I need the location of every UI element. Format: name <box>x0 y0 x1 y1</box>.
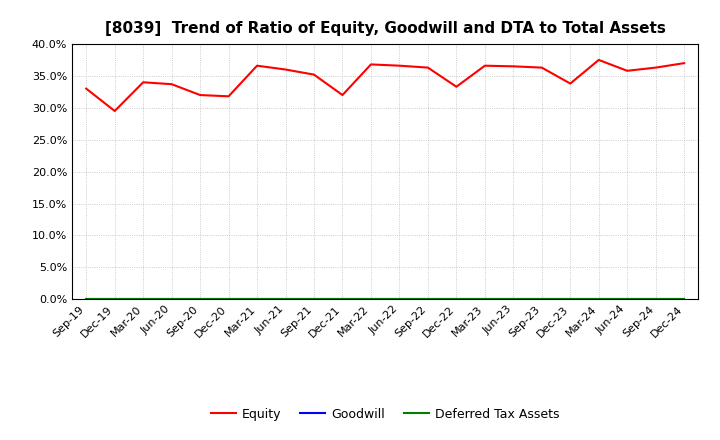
Deferred Tax Assets <box>566 297 575 302</box>
Equity <box>423 65 432 70</box>
Deferred Tax Assets <box>366 297 375 302</box>
Equity <box>282 67 290 72</box>
Equity <box>452 84 461 89</box>
Goodwill <box>680 297 688 302</box>
Deferred Tax Assets <box>537 297 546 302</box>
Equity <box>395 63 404 68</box>
Equity <box>310 72 318 77</box>
Deferred Tax Assets <box>509 297 518 302</box>
Deferred Tax Assets <box>110 297 119 302</box>
Equity <box>623 68 631 73</box>
Goodwill <box>225 297 233 302</box>
Equity <box>338 92 347 98</box>
Goodwill <box>509 297 518 302</box>
Equity <box>110 108 119 114</box>
Goodwill <box>110 297 119 302</box>
Deferred Tax Assets <box>282 297 290 302</box>
Goodwill <box>537 297 546 302</box>
Deferred Tax Assets <box>680 297 688 302</box>
Deferred Tax Assets <box>338 297 347 302</box>
Deferred Tax Assets <box>423 297 432 302</box>
Deferred Tax Assets <box>139 297 148 302</box>
Equity <box>509 64 518 69</box>
Equity <box>82 86 91 92</box>
Goodwill <box>253 297 261 302</box>
Equity <box>595 57 603 62</box>
Goodwill <box>338 297 347 302</box>
Deferred Tax Assets <box>480 297 489 302</box>
Deferred Tax Assets <box>652 297 660 302</box>
Equity <box>139 80 148 85</box>
Goodwill <box>395 297 404 302</box>
Title: [8039]  Trend of Ratio of Equity, Goodwill and DTA to Total Assets: [8039] Trend of Ratio of Equity, Goodwil… <box>105 21 665 36</box>
Goodwill <box>310 297 318 302</box>
Deferred Tax Assets <box>82 297 91 302</box>
Goodwill <box>196 297 204 302</box>
Equity <box>253 63 261 68</box>
Goodwill <box>282 297 290 302</box>
Goodwill <box>480 297 489 302</box>
Deferred Tax Assets <box>623 297 631 302</box>
Equity <box>680 60 688 66</box>
Equity <box>537 65 546 70</box>
Equity <box>480 63 489 68</box>
Goodwill <box>623 297 631 302</box>
Deferred Tax Assets <box>452 297 461 302</box>
Deferred Tax Assets <box>595 297 603 302</box>
Legend: Equity, Goodwill, Deferred Tax Assets: Equity, Goodwill, Deferred Tax Assets <box>206 403 564 425</box>
Equity <box>196 92 204 98</box>
Deferred Tax Assets <box>253 297 261 302</box>
Equity <box>566 81 575 86</box>
Goodwill <box>366 297 375 302</box>
Goodwill <box>452 297 461 302</box>
Goodwill <box>566 297 575 302</box>
Deferred Tax Assets <box>310 297 318 302</box>
Goodwill <box>139 297 148 302</box>
Goodwill <box>167 297 176 302</box>
Equity <box>225 94 233 99</box>
Equity <box>366 62 375 67</box>
Goodwill <box>82 297 91 302</box>
Equity <box>167 81 176 87</box>
Goodwill <box>423 297 432 302</box>
Line: Equity: Equity <box>86 60 684 111</box>
Deferred Tax Assets <box>167 297 176 302</box>
Deferred Tax Assets <box>196 297 204 302</box>
Goodwill <box>652 297 660 302</box>
Goodwill <box>595 297 603 302</box>
Equity <box>652 65 660 70</box>
Deferred Tax Assets <box>395 297 404 302</box>
Deferred Tax Assets <box>225 297 233 302</box>
